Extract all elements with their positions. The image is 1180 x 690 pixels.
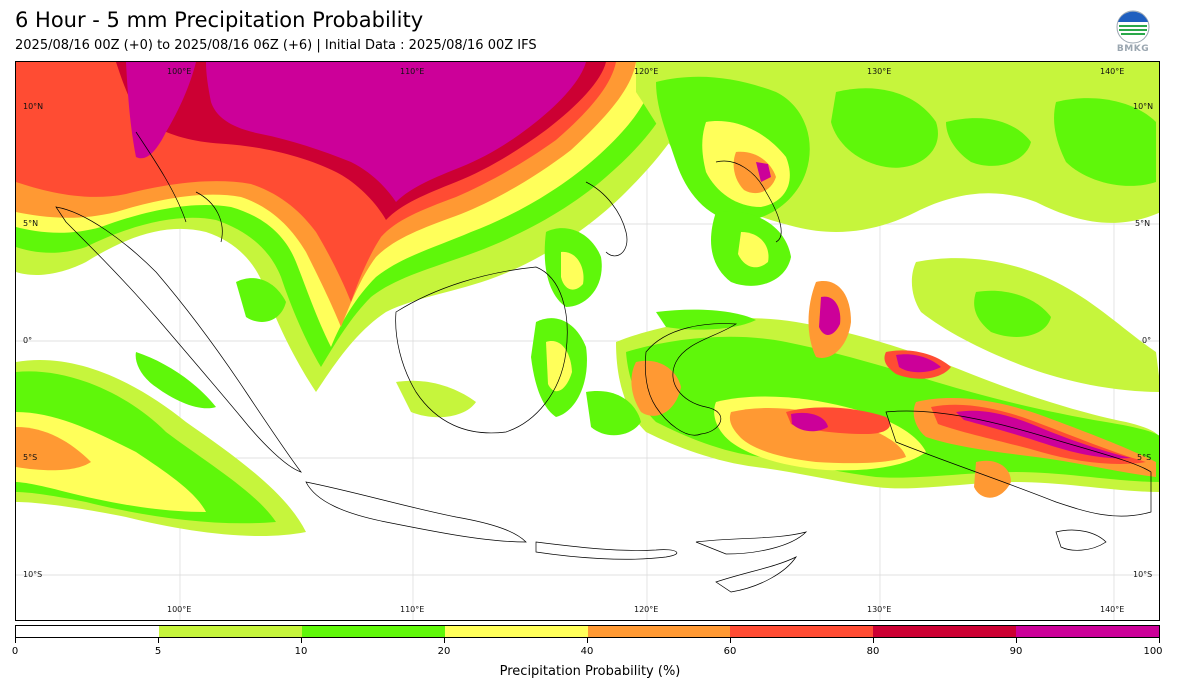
colorbar-tick-label: 20 (437, 646, 451, 657)
lat-label-right: 5°S (1137, 453, 1152, 462)
colorbar-title: Precipitation Probability (%) (499, 664, 681, 679)
colorbar-segment (444, 626, 588, 637)
precip-pacific (636, 62, 1159, 392)
map-title: 6 Hour - 5 mm Precipitation Probability (15, 8, 424, 32)
colorbar-segment (301, 626, 445, 637)
lat-label-right: 10°S (1133, 570, 1153, 579)
lon-label-top: 140°E (1100, 67, 1125, 76)
colorbar-tick-label: 80 (866, 646, 880, 657)
lon-label-top: 110°E (400, 67, 425, 76)
precipitation-map: 100°E 110°E 120°E 130°E 140°E 100°E 110°… (15, 61, 1160, 621)
colorbar-segment (158, 626, 302, 637)
colorbar-segment (1016, 626, 1159, 637)
colorbar-tick (444, 638, 445, 643)
colorbar-tick (873, 638, 874, 643)
colorbar-tick-label: 100 (1143, 646, 1163, 657)
precip-east-indonesia (616, 281, 1159, 498)
lon-label-bottom: 110°E (400, 605, 425, 614)
colorbar-segment (587, 626, 731, 637)
lon-label-bottom: 100°E (167, 605, 192, 614)
lon-label-bottom: 120°E (634, 605, 659, 614)
lat-label-right: 5°N (1135, 219, 1151, 228)
bmkg-logo: BMKG (1113, 10, 1153, 56)
colorbar-segment (873, 626, 1017, 637)
precip-west-ocean (16, 360, 306, 537)
colorbar-segment (16, 626, 159, 637)
colorbar-tick-label: 10 (294, 646, 308, 657)
colorbar (15, 625, 1160, 638)
precip-central (135, 228, 641, 436)
colorbar-tick (1016, 638, 1017, 643)
colorbar-tick (587, 638, 588, 643)
lon-label-bottom: 140°E (1100, 605, 1125, 614)
lat-label-left: 5°N (23, 219, 39, 228)
colorbar-tick (1159, 638, 1160, 643)
lat-label-right: 10°N (1133, 102, 1154, 111)
map-subtitle: 2025/08/16 00Z (+0) to 2025/08/16 06Z (+… (15, 38, 537, 53)
colorbar-tick (301, 638, 302, 643)
colorbar-segment (730, 626, 874, 637)
colorbar-tick (15, 638, 16, 643)
lat-label-left: 0° (23, 336, 33, 345)
lat-label-left: 10°N (23, 102, 44, 111)
lat-label-left: 5°S (23, 453, 38, 462)
lon-label-top: 130°E (867, 67, 892, 76)
lat-label-left: 10°S (23, 570, 43, 579)
lon-label-top: 120°E (634, 67, 659, 76)
colorbar-tick-label: 60 (723, 646, 737, 657)
colorbar-tick-label: 5 (154, 646, 162, 657)
coastlines (55, 131, 1152, 593)
lon-label-top: 100°E (167, 67, 192, 76)
colorbar-tick-label: 40 (580, 646, 594, 657)
precip-north (16, 62, 698, 392)
colorbar-tick-label: 0 (11, 646, 19, 657)
lon-label-bottom: 130°E (867, 605, 892, 614)
colorbar-tick (730, 638, 731, 643)
lat-label-right: 0° (1142, 336, 1152, 345)
colorbar-tick (158, 638, 159, 643)
colorbar-tick-label: 90 (1009, 646, 1023, 657)
logo-text: BMKG (1116, 44, 1150, 54)
